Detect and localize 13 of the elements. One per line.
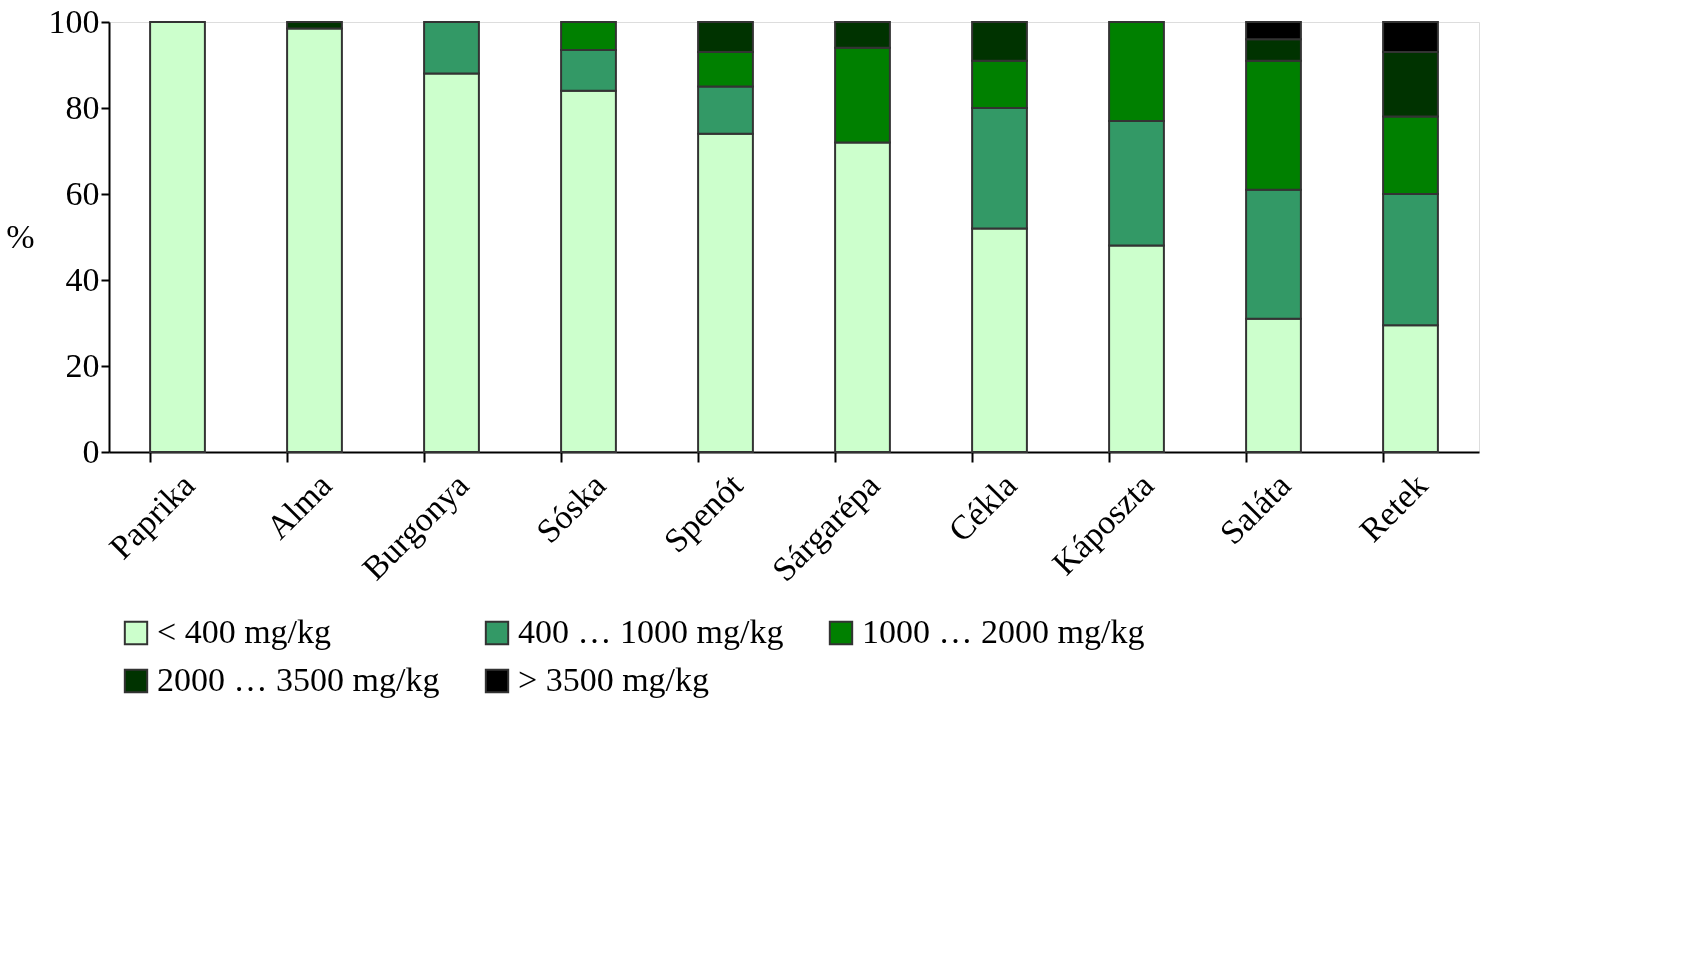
y-axis-title: % (6, 217, 35, 255)
legend-label: 2000 … 3500 mg/kg (157, 661, 440, 698)
legend-label: > 3500 mg/kg (518, 661, 710, 698)
legend-label: 1000 … 2000 mg/kg (862, 613, 1145, 650)
y-tick-label: 60 (65, 174, 100, 212)
y-tick-label: 0 (82, 432, 100, 470)
legend-label: < 400 mg/kg (157, 613, 332, 650)
bar (149, 21, 206, 453)
legend-label: 400 … 1000 mg/kg (518, 613, 784, 650)
y-tick-label: 100 (48, 2, 100, 40)
y-tick-label: 40 (65, 260, 100, 298)
y-tick-label: 20 (65, 346, 100, 384)
y-tick-label: 80 (65, 88, 100, 126)
